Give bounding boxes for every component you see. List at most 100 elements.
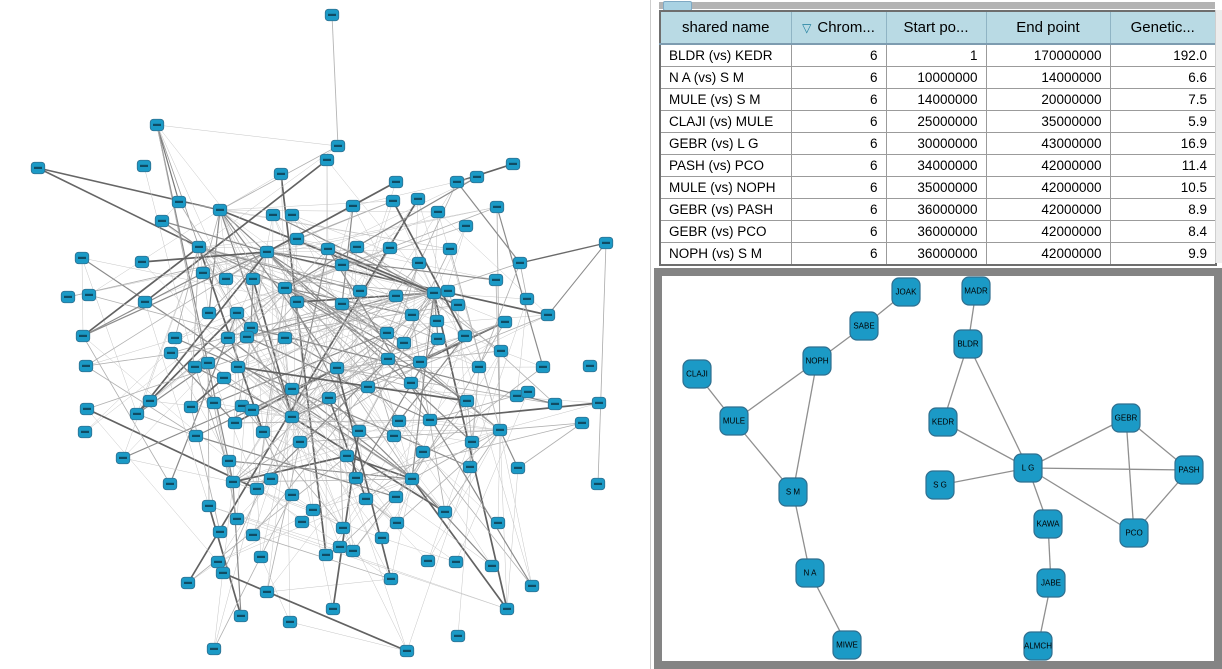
detail-node-box[interactable] <box>953 329 983 359</box>
cell-end[interactable]: 43000000 <box>985 132 1111 155</box>
cell-start[interactable]: 1 <box>885 43 987 67</box>
detail-node-box[interactable] <box>719 406 749 436</box>
detail-node-box[interactable] <box>682 359 712 389</box>
detail-edge-SG-LG[interactable] <box>939 467 1029 486</box>
cell-start[interactable]: 34000000 <box>885 154 987 177</box>
cell-end[interactable]: 14000000 <box>985 66 1111 89</box>
detail-node-box[interactable] <box>1119 518 1149 548</box>
table-row[interactable]: N A (vs) S M 6 10000000 14000000 6.6 <box>659 66 1217 89</box>
cell-end[interactable]: 20000000 <box>985 88 1111 111</box>
detail-node-box[interactable] <box>849 311 879 341</box>
cell-name[interactable]: GEBR (vs) PCO <box>659 220 792 243</box>
cell-name[interactable]: CLAJI (vs) MULE <box>659 110 792 133</box>
vertical-scrollbar-track[interactable] <box>1215 10 1222 263</box>
cell-start[interactable]: 36000000 <box>885 242 987 266</box>
cell-start[interactable]: 36000000 <box>885 220 987 243</box>
cell-chrom[interactable]: 6 <box>790 110 887 133</box>
table-row[interactable]: GEBR (vs) PASH 6 36000000 42000000 8.9 <box>659 198 1217 221</box>
detail-node-box[interactable] <box>1111 403 1141 433</box>
detail-node-JABE[interactable]: JABE <box>1036 568 1066 598</box>
cell-name[interactable]: GEBR (vs) L G <box>659 132 792 155</box>
column-header-chrom-[interactable]: ▽ Chrom... <box>790 10 887 45</box>
column-header-end-point[interactable]: End point <box>985 10 1111 45</box>
detail-edge-NOPH-SM[interactable] <box>792 360 818 493</box>
detail-node-NOPH[interactable]: NOPH <box>802 346 832 376</box>
cell-start[interactable]: 36000000 <box>885 198 987 221</box>
detail-node-NA[interactable]: N A <box>795 558 825 588</box>
column-header-start-po-[interactable]: Start po... <box>885 10 987 45</box>
cell-genetic[interactable]: 11.4 <box>1109 154 1217 177</box>
detail-edge-LG-PCO[interactable] <box>1027 467 1135 534</box>
detail-node-box[interactable] <box>778 477 808 507</box>
cell-genetic[interactable]: 8.9 <box>1109 198 1217 221</box>
cell-name[interactable]: PASH (vs) PCO <box>659 154 792 177</box>
detail-node-KEDR[interactable]: KEDR <box>928 407 958 437</box>
cell-name[interactable]: MULE (vs) NOPH <box>659 176 792 199</box>
cell-name[interactable]: GEBR (vs) PASH <box>659 198 792 221</box>
cell-genetic[interactable]: 192.0 <box>1109 43 1217 67</box>
cell-chrom[interactable]: 6 <box>790 220 887 243</box>
cell-chrom[interactable]: 6 <box>790 132 887 155</box>
detail-node-JOAK[interactable]: JOAK <box>891 277 921 307</box>
detail-edge-LG-PASH[interactable] <box>1027 467 1190 471</box>
detail-node-LG[interactable]: L G <box>1013 453 1043 483</box>
cell-end[interactable]: 42000000 <box>985 154 1111 177</box>
detail-node-SG[interactable]: S G <box>925 470 955 500</box>
detail-edge-GEBR-PCO[interactable] <box>1125 417 1135 534</box>
table-row[interactable]: MULE (vs) S M 6 14000000 20000000 7.5 <box>659 88 1217 111</box>
cell-name[interactable]: N A (vs) S M <box>659 66 792 89</box>
filter-funnel-icon[interactable]: ▽ <box>802 21 812 35</box>
cell-start[interactable]: 25000000 <box>885 110 987 133</box>
cell-end[interactable]: 42000000 <box>985 176 1111 199</box>
cell-genetic[interactable]: 10.5 <box>1109 176 1217 199</box>
detail-node-SM[interactable]: S M <box>778 477 808 507</box>
table-row[interactable]: PASH (vs) PCO 6 34000000 42000000 11.4 <box>659 154 1217 177</box>
detail-node-box[interactable] <box>1036 568 1066 598</box>
table-row[interactable]: BLDR (vs) KEDR 6 1 170000000 192.0 <box>659 43 1217 67</box>
detail-node-box[interactable] <box>925 470 955 500</box>
cell-start[interactable]: 35000000 <box>885 176 987 199</box>
horizontal-scrollbar-track[interactable] <box>659 1 1215 11</box>
detail-node-MADR[interactable]: MADR <box>961 276 991 306</box>
cell-start[interactable]: 10000000 <box>885 66 987 89</box>
detail-node-PCO[interactable]: PCO <box>1119 518 1149 548</box>
table-row[interactable]: GEBR (vs) PCO 6 36000000 42000000 8.4 <box>659 220 1217 243</box>
cell-end[interactable]: 42000000 <box>985 242 1111 266</box>
detail-node-BLDR[interactable]: BLDR <box>953 329 983 359</box>
detail-node-SABE[interactable]: SABE <box>849 311 879 341</box>
cell-chrom[interactable]: 6 <box>790 43 887 67</box>
cell-end[interactable]: 42000000 <box>985 198 1111 221</box>
cell-start[interactable]: 14000000 <box>885 88 987 111</box>
table-row[interactable]: CLAJI (vs) MULE 6 25000000 35000000 5.9 <box>659 110 1217 133</box>
cell-genetic[interactable]: 9.9 <box>1109 242 1217 266</box>
cell-chrom[interactable]: 6 <box>790 88 887 111</box>
cell-end[interactable]: 42000000 <box>985 220 1111 243</box>
table-row[interactable]: GEBR (vs) L G 6 30000000 43000000 16.9 <box>659 132 1217 155</box>
overview-network-canvas[interactable] <box>0 0 650 669</box>
detail-node-ALMCH[interactable]: ALMCH <box>1023 631 1053 661</box>
column-header-genetic-[interactable]: Genetic... <box>1109 10 1217 45</box>
detail-node-GEBR[interactable]: GEBR <box>1111 403 1141 433</box>
cell-genetic[interactable]: 6.6 <box>1109 66 1217 89</box>
cell-chrom[interactable]: 6 <box>790 198 887 221</box>
detail-node-MIWE[interactable]: MIWE <box>832 630 862 660</box>
cell-chrom[interactable]: 6 <box>790 66 887 89</box>
detail-node-box[interactable] <box>795 558 825 588</box>
cell-genetic[interactable]: 8.4 <box>1109 220 1217 243</box>
detail-node-box[interactable] <box>928 407 958 437</box>
detail-node-PASH[interactable]: PASH <box>1174 455 1204 485</box>
detail-node-MULE[interactable]: MULE <box>719 406 749 436</box>
cell-chrom[interactable]: 6 <box>790 242 887 266</box>
cell-genetic[interactable]: 16.9 <box>1109 132 1217 155</box>
table-row[interactable]: NOPH (vs) S M 6 36000000 42000000 9.9 <box>659 242 1217 266</box>
detail-edge-BLDR-LG[interactable] <box>967 343 1029 469</box>
detail-node-box[interactable] <box>1023 631 1053 661</box>
detail-node-box[interactable] <box>832 630 862 660</box>
cell-name[interactable]: BLDR (vs) KEDR <box>659 43 792 67</box>
cell-genetic[interactable]: 7.5 <box>1109 88 1217 111</box>
cell-genetic[interactable]: 5.9 <box>1109 110 1217 133</box>
detail-edge-LG-GEBR[interactable] <box>1027 417 1127 469</box>
detail-node-box[interactable] <box>1174 455 1204 485</box>
detail-node-box[interactable] <box>961 276 991 306</box>
detail-node-KAWA[interactable]: KAWA <box>1033 509 1063 539</box>
